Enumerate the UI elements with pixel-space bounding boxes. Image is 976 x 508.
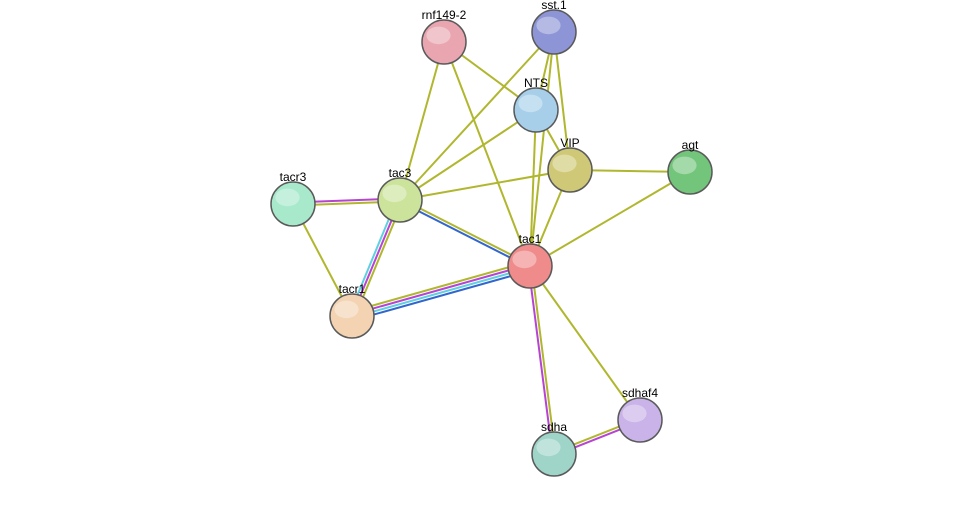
node-rnf149-2[interactable] xyxy=(422,20,466,64)
edge-tacr1-tac1-purple xyxy=(352,265,530,315)
node-agt[interactable] xyxy=(668,150,712,194)
node-sst1[interactable] xyxy=(532,10,576,54)
edge-tac1-sdhaf4-olive xyxy=(530,266,640,420)
node-tacr1[interactable] xyxy=(330,294,374,338)
network-svg xyxy=(0,0,976,508)
node-highlight-tac1 xyxy=(512,251,536,269)
edge-tacr1-tac1-blue xyxy=(353,270,531,320)
edge-rnf149-2-tac1-olive xyxy=(444,42,530,266)
node-highlight-NTS xyxy=(518,95,542,113)
node-highlight-sst1 xyxy=(536,17,560,35)
node-highlight-sdhaf4 xyxy=(622,405,646,423)
node-NTS[interactable] xyxy=(514,88,558,132)
node-highlight-agt xyxy=(672,157,696,175)
nodes-group xyxy=(271,10,712,476)
node-tacr3[interactable] xyxy=(271,182,315,226)
node-highlight-VIP xyxy=(552,155,576,173)
node-sdha[interactable] xyxy=(532,432,576,476)
node-highlight-tacr1 xyxy=(334,301,358,319)
edge-VIP-tac3-olive xyxy=(400,170,570,200)
network-canvas: rnf149-2sst.1NTSVIPagttacr3tac3tac1tacr1… xyxy=(0,0,976,508)
node-highlight-tac3 xyxy=(382,185,406,203)
node-tac1[interactable] xyxy=(508,244,552,288)
node-highlight-rnf149-2 xyxy=(426,27,450,45)
edge-tac1-sdha-olive xyxy=(531,266,555,454)
edges-group xyxy=(293,32,690,455)
edge-tacr1-tac1-cyan xyxy=(352,267,530,317)
node-VIP[interactable] xyxy=(548,148,592,192)
edge-tacr1-tac1-olive xyxy=(351,262,529,312)
node-highlight-sdha xyxy=(536,439,560,457)
edge-tac1-sdha-purple xyxy=(529,266,553,454)
node-highlight-tacr3 xyxy=(275,189,299,207)
node-tac3[interactable] xyxy=(378,178,422,222)
node-sdhaf4[interactable] xyxy=(618,398,662,442)
